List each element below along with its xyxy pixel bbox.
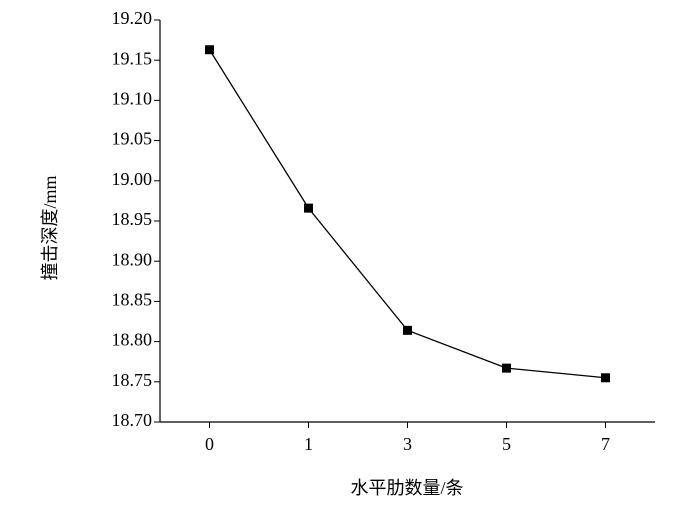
y-tick-label: 18.90 [112,249,153,269]
x-axis-label: 水平肋数量/条 [350,478,463,498]
y-tick-label: 18.70 [112,410,153,430]
y-tick-label: 19.00 [112,169,153,189]
marker [502,363,511,373]
y-axis-label: 撞击深度/mm [40,175,60,280]
x-tick-label: 1 [304,434,313,454]
x-tick-label: 7 [601,434,610,454]
x-tick-label: 3 [403,434,412,454]
y-tick-label: 19.20 [112,8,153,28]
x-tick-label: 0 [205,434,214,454]
y-tick-label: 18.75 [112,370,153,390]
y-tick-label: 18.95 [112,209,153,229]
y-tick-label: 19.05 [112,129,153,149]
marker [403,325,412,335]
marker [205,45,214,55]
y-tick-label: 19.10 [112,89,153,109]
marker [601,373,610,383]
x-tick-label: 5 [502,434,511,454]
y-tick-label: 18.80 [112,330,153,350]
y-tick-label: 19.15 [112,48,153,68]
marker [304,203,313,213]
y-tick-label: 18.85 [112,290,153,310]
